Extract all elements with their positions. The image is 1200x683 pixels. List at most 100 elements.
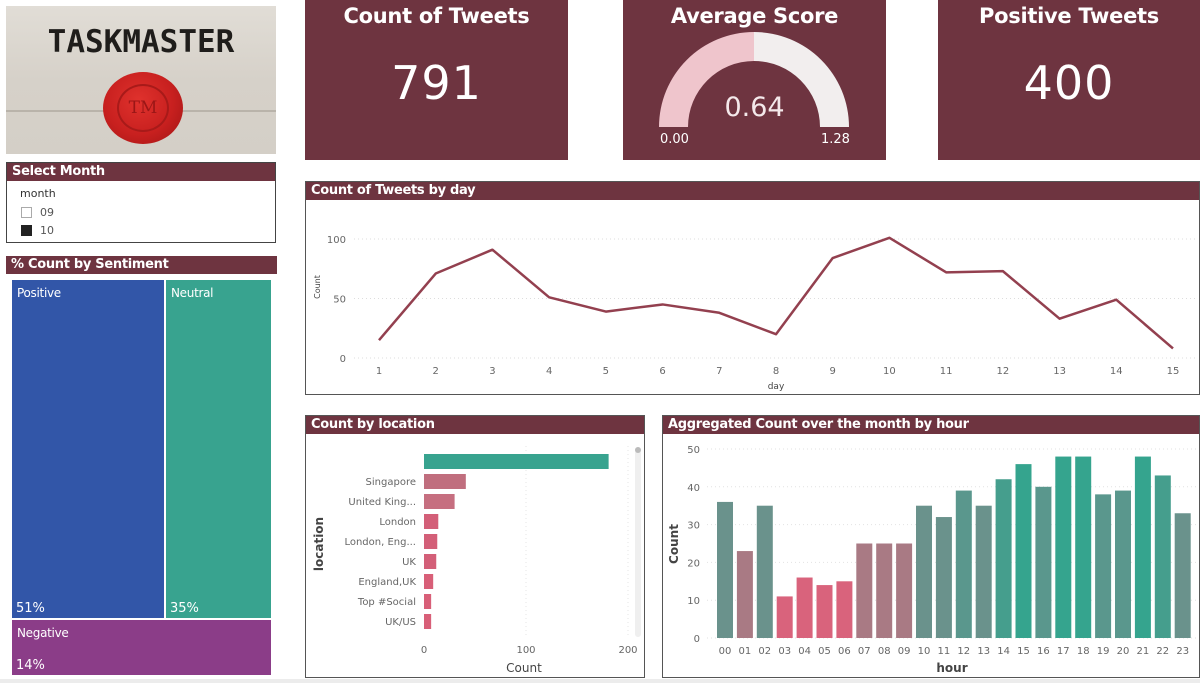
y-axis-title: Count (313, 275, 322, 299)
y-tick-label: London (379, 517, 416, 528)
location-bar[interactable] (424, 514, 439, 529)
slicer-option-09[interactable]: 09 (21, 206, 54, 219)
kpi-count-of-tweets: Count of Tweets 791 (305, 0, 568, 160)
x-tick-label: 08 (878, 646, 891, 657)
tile-neutral[interactable]: Neutral 35% (166, 280, 271, 618)
hour-bar[interactable] (717, 501, 733, 638)
x-tick-label: 200 (618, 645, 637, 656)
hour-bar[interactable] (1075, 456, 1092, 638)
kpi-average-score: Average Score 0.64 0.00 1.28 (623, 0, 886, 160)
hour-bar[interactable] (756, 505, 773, 638)
hour-bar[interactable] (876, 543, 893, 639)
x-tick-label: 06 (838, 646, 851, 657)
checkbox[interactable] (21, 225, 32, 236)
x-tick-label: 14 (997, 646, 1010, 657)
hour-bar[interactable] (816, 585, 833, 638)
tile-label: Negative (17, 626, 69, 640)
x-axis-title: hour (936, 661, 967, 675)
tile-negative[interactable]: Negative 14% (12, 620, 271, 675)
x-tick-label: 8 (773, 366, 779, 377)
location-bar[interactable] (424, 534, 438, 549)
tile-label: Positive (17, 286, 61, 300)
page-footer-strip (0, 679, 1200, 683)
y-tick-label: UK (402, 557, 416, 568)
kpi-title: Count of Tweets (343, 4, 530, 28)
hour-bar[interactable] (796, 577, 813, 638)
hour-bar[interactable] (736, 551, 753, 638)
location-bar[interactable] (424, 574, 434, 589)
y-tick-label: 100 (327, 235, 346, 246)
hour-bar[interactable] (975, 505, 992, 638)
location-bar-chart: 0 100 200 Singapore United King... London Lond… (312, 446, 638, 675)
hour-bar[interactable] (955, 490, 972, 638)
hour-bar[interactable] (1115, 490, 1131, 638)
location-bar[interactable] (424, 494, 455, 509)
x-tick-label: 22 (1156, 646, 1169, 657)
location-chart-title: Count by location (306, 416, 644, 434)
hour-bar[interactable] (896, 543, 913, 639)
x-axis-title: Count (506, 661, 542, 675)
x-tick-label: 03 (778, 646, 791, 657)
location-bar[interactable] (424, 614, 432, 629)
hour-bar[interactable] (1154, 475, 1171, 638)
location-bar[interactable] (424, 454, 609, 469)
kpi-title: Average Score (670, 4, 839, 28)
hour-bar[interactable] (1095, 494, 1112, 638)
hour-bar[interactable] (1134, 456, 1151, 638)
hour-bar[interactable] (1035, 486, 1052, 638)
x-tick-label: 11 (938, 646, 951, 657)
option-label: 10 (40, 224, 54, 237)
hour-bar[interactable] (776, 596, 793, 638)
x-tick-label: 100 (516, 645, 535, 656)
hour-bar[interactable] (856, 543, 873, 639)
y-tick-label: United King... (348, 497, 416, 508)
location-bar[interactable] (424, 474, 466, 489)
checkbox[interactable] (21, 207, 32, 218)
x-tick-label: 4 (546, 366, 552, 377)
hour-bar[interactable] (1055, 456, 1072, 638)
month-slicer: Select Month month 09 10 (6, 162, 276, 243)
line-chart-title: Count of Tweets by day (306, 182, 1199, 200)
scrollbar-thumb[interactable] (635, 447, 641, 453)
slicer-field-label: month (20, 187, 56, 200)
tile-percent: 51% (16, 601, 45, 616)
hour-bar-chart: 0 10 20 30 40 50 00 01 02 03 04 05 06 07 08 09 10 11 12 13 1… (667, 445, 1197, 675)
hour-bar[interactable] (836, 581, 853, 638)
hour-bar[interactable] (995, 479, 1012, 638)
line-series[interactable] (378, 236, 1174, 350)
hour-bar[interactable] (935, 517, 952, 638)
hour-chart-panel: Aggregated Count over the month by hour … (662, 415, 1200, 678)
wax-seal-icon: TM (103, 72, 183, 144)
sentiment-treemap: % Count by Sentiment Positive 51% Neutra… (6, 256, 278, 676)
slicer-option-10[interactable]: 10 (21, 224, 54, 237)
tile-percent: 35% (170, 601, 199, 616)
x-tick-label: 20 (1117, 646, 1130, 657)
hour-bar[interactable] (1174, 513, 1191, 638)
x-tick-label: 16 (1037, 646, 1050, 657)
x-tick-label: 13 (1053, 366, 1066, 377)
x-tick-label: 7 (716, 366, 722, 377)
y-tick-label: 20 (687, 558, 700, 569)
scrollbar-track[interactable] (635, 447, 641, 637)
hour-bar[interactable] (916, 505, 932, 638)
x-tick-label: 19 (1097, 646, 1110, 657)
tile-positive[interactable]: Positive 51% (12, 280, 164, 618)
gauge-empty-arc (754, 32, 849, 127)
y-tick-label: 10 (687, 596, 700, 607)
kpi-value: 791 (391, 56, 482, 110)
x-tick-label: 12 (996, 366, 1009, 377)
x-tick-label: 17 (1057, 646, 1070, 657)
location-bar[interactable] (424, 594, 432, 609)
x-tick-label: 10 (883, 366, 896, 377)
gauge-value: 0.64 (724, 92, 785, 123)
x-tick-label: 12 (957, 646, 970, 657)
tile-percent: 14% (16, 658, 45, 673)
x-tick-label: 09 (898, 646, 911, 657)
y-tick-label: 50 (333, 295, 346, 306)
location-bar[interactable] (424, 554, 437, 569)
x-tick-label: 1 (376, 366, 382, 377)
line-chart-panel: Count of Tweets by day 0 50 100 1 2 3 4 5 6 7 8 9 10… (305, 181, 1200, 395)
gauge-min: 0.00 (660, 132, 689, 147)
hour-bar[interactable] (1015, 464, 1032, 638)
